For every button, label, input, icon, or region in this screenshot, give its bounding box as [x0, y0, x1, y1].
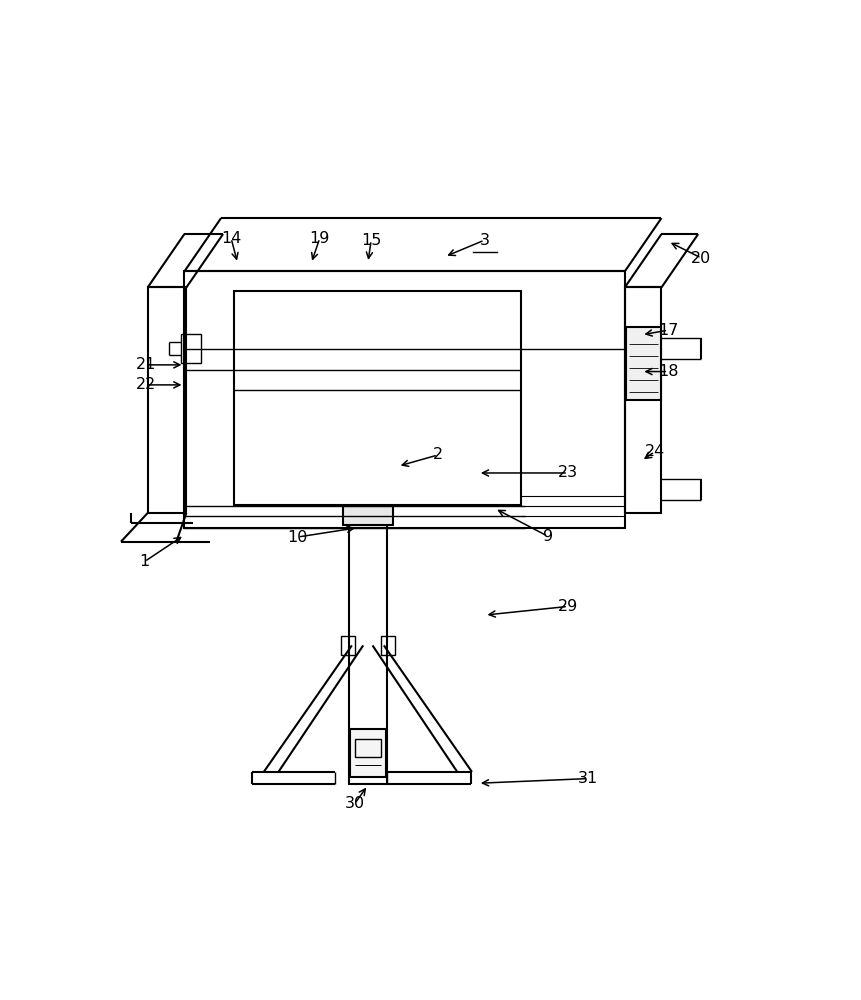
Text: 30: 30 — [344, 796, 364, 811]
Bar — [181, 334, 201, 363]
Text: 21: 21 — [136, 357, 157, 372]
Text: 24: 24 — [645, 444, 665, 459]
Bar — [148, 287, 186, 513]
Text: 31: 31 — [578, 771, 598, 786]
Text: 17: 17 — [658, 323, 678, 338]
Bar — [356, 739, 381, 757]
Text: 29: 29 — [558, 599, 579, 614]
Text: 19: 19 — [310, 231, 330, 246]
Bar — [184, 271, 625, 528]
Text: 14: 14 — [221, 231, 241, 246]
Text: 2: 2 — [433, 447, 443, 462]
Text: 1: 1 — [139, 554, 150, 569]
Text: 3: 3 — [480, 233, 490, 248]
Text: 18: 18 — [658, 364, 678, 379]
Text: 15: 15 — [361, 233, 381, 248]
Bar — [234, 291, 521, 505]
Bar — [626, 327, 660, 400]
Bar — [349, 525, 387, 784]
Text: 20: 20 — [691, 251, 712, 266]
Text: 9: 9 — [543, 529, 553, 544]
Text: 10: 10 — [288, 530, 308, 545]
Bar — [350, 729, 386, 777]
Bar — [340, 636, 356, 655]
Text: 23: 23 — [558, 465, 578, 480]
Text: 22: 22 — [136, 377, 157, 392]
Bar — [381, 636, 395, 655]
Bar — [625, 287, 661, 513]
Bar — [343, 506, 393, 525]
